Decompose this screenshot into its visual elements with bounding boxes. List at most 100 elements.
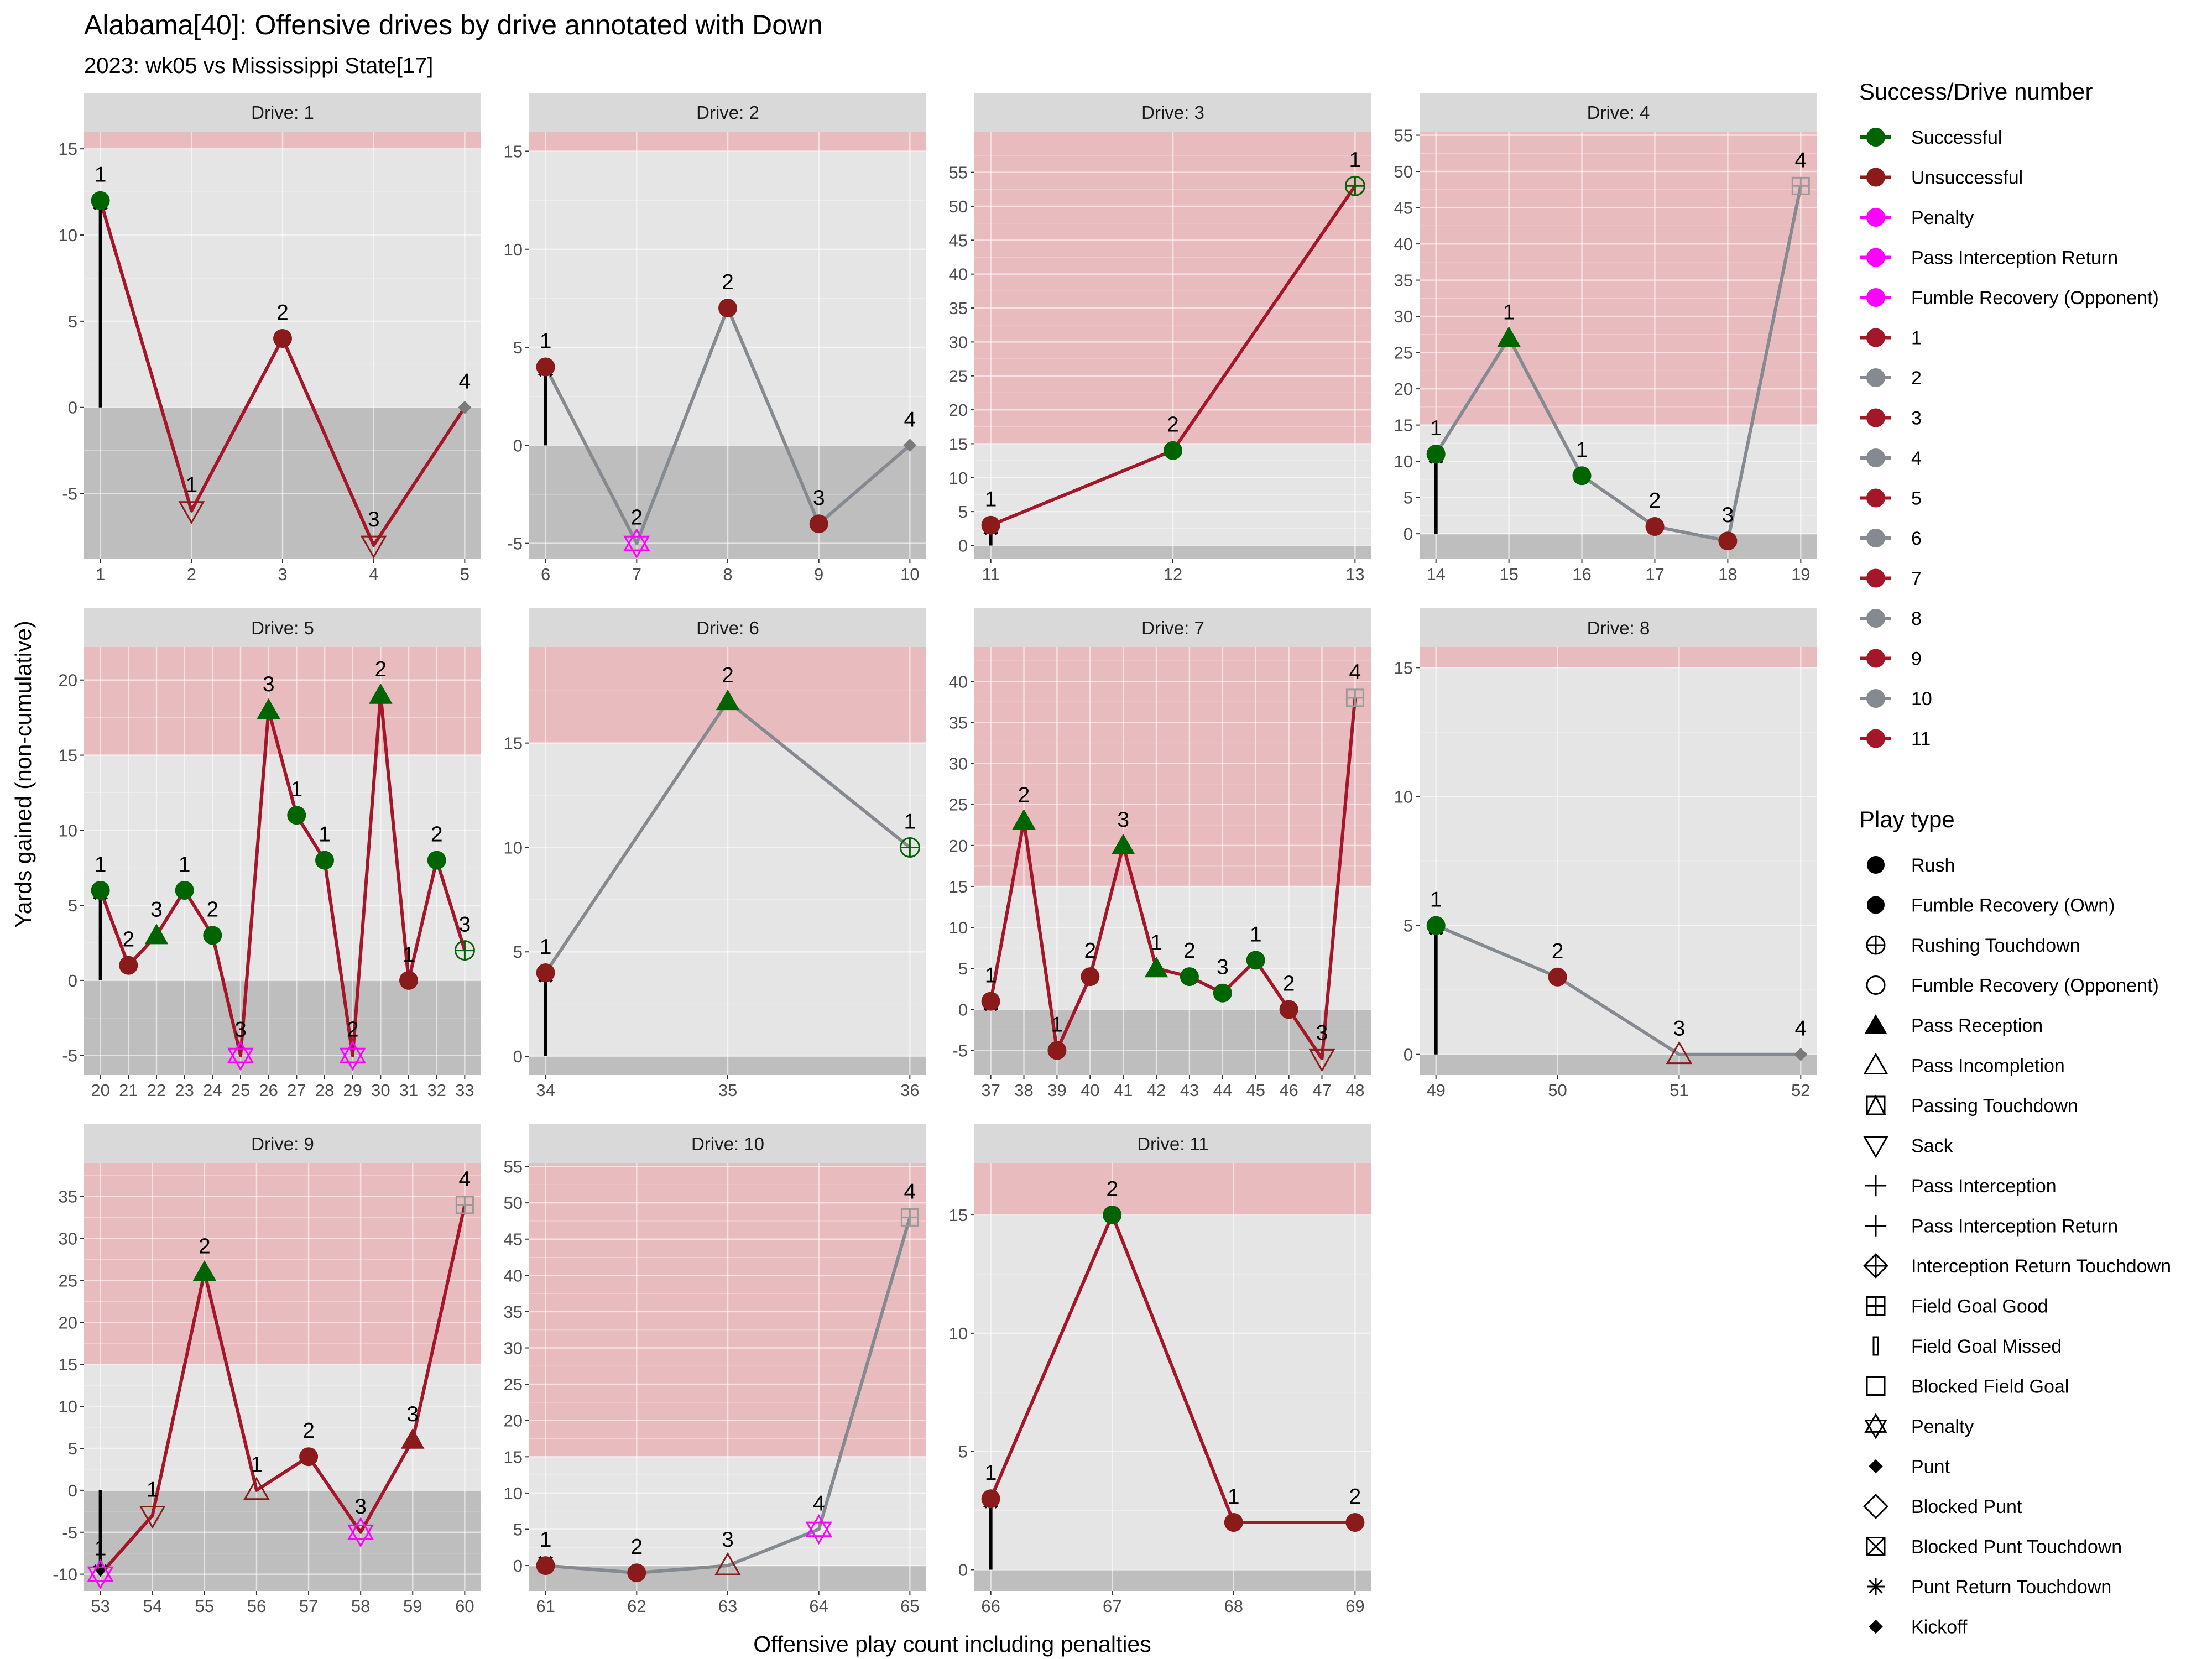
- facet-strip-label: Drive: 6: [696, 618, 759, 638]
- down-label: 1: [95, 163, 107, 187]
- y-tick-label: 15: [59, 139, 77, 159]
- legend-success-item: 1: [1860, 328, 1922, 349]
- play-marker: [299, 1447, 319, 1467]
- legend-playtype-item: Fumble Recovery (Opponent): [1866, 975, 2159, 997]
- play-marker: [1548, 967, 1567, 987]
- y-tick-label: 5: [1404, 916, 1413, 936]
- facet-strip: [529, 93, 926, 132]
- play-marker: [1645, 517, 1665, 536]
- y-tick-label: 10: [59, 1397, 77, 1416]
- play-marker: [91, 881, 110, 900]
- play-marker: [427, 851, 446, 870]
- x-tick-label: 59: [403, 1597, 422, 1616]
- legend-playtype-item: Rushing Touchdown: [1866, 935, 2080, 956]
- x-tick-label: 16: [1572, 565, 1591, 584]
- play-marker: [369, 683, 393, 704]
- y-tick-label: 5: [958, 1442, 968, 1462]
- play-marker: [805, 1514, 832, 1545]
- legend-key-dot: [1866, 328, 1885, 347]
- down-label: 2: [722, 664, 734, 687]
- x-tick-label: 12: [1164, 565, 1182, 584]
- y-tick-label: 15: [949, 1206, 968, 1225]
- play-marker: [1246, 951, 1265, 970]
- y-tick-label: 10: [59, 821, 77, 840]
- loss-zone: [1420, 534, 1817, 559]
- legend-success-label: 5: [1911, 488, 1922, 509]
- chart-subtitle: 2023: wk05 vs Mississippi State[17]: [84, 54, 433, 78]
- y-tick-label: 35: [59, 1187, 77, 1207]
- x-tick-label: 51: [1670, 1081, 1688, 1100]
- play-marker: [360, 535, 387, 559]
- legend-success-label: 4: [1911, 448, 1922, 469]
- x-tick-label: 39: [1047, 1081, 1066, 1100]
- legend-success-item: Pass Interception Return: [1860, 248, 2118, 269]
- x-tick-label: 41: [1114, 1081, 1133, 1100]
- play-marker: [1497, 326, 1521, 347]
- y-tick-label: 20: [59, 671, 77, 690]
- loss-zone: [84, 1490, 481, 1591]
- x-tick-label: 29: [343, 1081, 362, 1100]
- y-tick-label: 10: [949, 468, 968, 488]
- facet-strip: [84, 1124, 481, 1163]
- x-tick-label: 27: [287, 1081, 306, 1100]
- chart-title: Alabama[40]: Offensive drives by drive a…: [84, 9, 823, 40]
- legend-playtype-item: Pass Incompletion: [1863, 1052, 2065, 1077]
- y-tick-label: 25: [59, 1271, 77, 1290]
- drive-line: [1435, 924, 1801, 1056]
- legend-success-label: 7: [1911, 568, 1922, 589]
- y-tick-label: 0: [513, 1556, 523, 1575]
- facet-strip-label: Drive: 2: [696, 102, 759, 123]
- legend-playtype-label: Pass Reception: [1911, 1015, 2043, 1036]
- x-tick-label: 60: [455, 1597, 474, 1616]
- play-marker: [536, 357, 555, 377]
- facet-strip-label: Drive: 8: [1587, 618, 1650, 638]
- facet-strip-label: Drive: 9: [251, 1134, 314, 1154]
- x-tick-label: 4: [369, 565, 378, 584]
- facet-strip-label: Drive: 10: [691, 1134, 764, 1154]
- play-marker: [401, 1428, 425, 1449]
- down-label: 4: [904, 1180, 916, 1203]
- y-tick-label: 35: [949, 713, 968, 732]
- facet-strip-label: Drive: 4: [1587, 102, 1650, 123]
- y-tick-label: 5: [513, 942, 523, 962]
- legend-success-items: Successful Unsuccessful Penalty Pass Interc…: [1860, 127, 2159, 750]
- legend-success-item: 9: [1860, 649, 1922, 670]
- legend-success-item: Fumble Recovery (Opponent): [1860, 288, 2159, 309]
- x-tick-label: 53: [91, 1597, 109, 1616]
- y-tick-label: 20: [504, 1411, 523, 1431]
- play-marker: [273, 329, 292, 348]
- x-tick-label: 37: [981, 1081, 1000, 1100]
- y-tick-label: -5: [62, 1523, 77, 1542]
- x-tick-label: 15: [1499, 565, 1518, 584]
- legend-playtype-item: Field Goal Good: [1866, 1296, 2048, 1317]
- legend-key-dot: [1866, 128, 1885, 147]
- legend-key-dot: [1866, 408, 1885, 427]
- y-tick-label: 40: [504, 1266, 523, 1285]
- legend-key-dot: [1866, 689, 1885, 708]
- x-tick-label: 26: [259, 1081, 278, 1100]
- y-axis-title: Yards gained (non-cumulative): [11, 620, 36, 927]
- x-tick-label: 61: [536, 1597, 555, 1616]
- play-marker: [1224, 1513, 1243, 1532]
- x-tick-label: 23: [175, 1081, 194, 1100]
- legend-success-label: 3: [1911, 408, 1922, 429]
- gridlines: [529, 132, 926, 559]
- legend-playtype-label: Interception Return Touchdown: [1911, 1256, 2171, 1277]
- play-marker: [243, 1477, 270, 1500]
- loss-zone: [1420, 1054, 1817, 1075]
- play-marker: [714, 1552, 741, 1575]
- x-tick-label: 67: [1103, 1597, 1121, 1616]
- legend-playtype-label: Blocked Punt Touchdown: [1911, 1537, 2122, 1558]
- play-marker: [1426, 445, 1446, 463]
- legend-key-dot: [1866, 729, 1885, 748]
- legend-key-diamond-filled-small: [1869, 1619, 1883, 1634]
- y-tick-label: 0: [513, 436, 523, 455]
- x-tick-label: 69: [1345, 1597, 1364, 1616]
- legend-key-dot: [1866, 448, 1885, 467]
- x-tick-label: 18: [1718, 565, 1737, 584]
- x-tick-label: 21: [119, 1081, 138, 1100]
- y-tick-label: 15: [59, 746, 77, 765]
- down-label: 4: [904, 408, 916, 431]
